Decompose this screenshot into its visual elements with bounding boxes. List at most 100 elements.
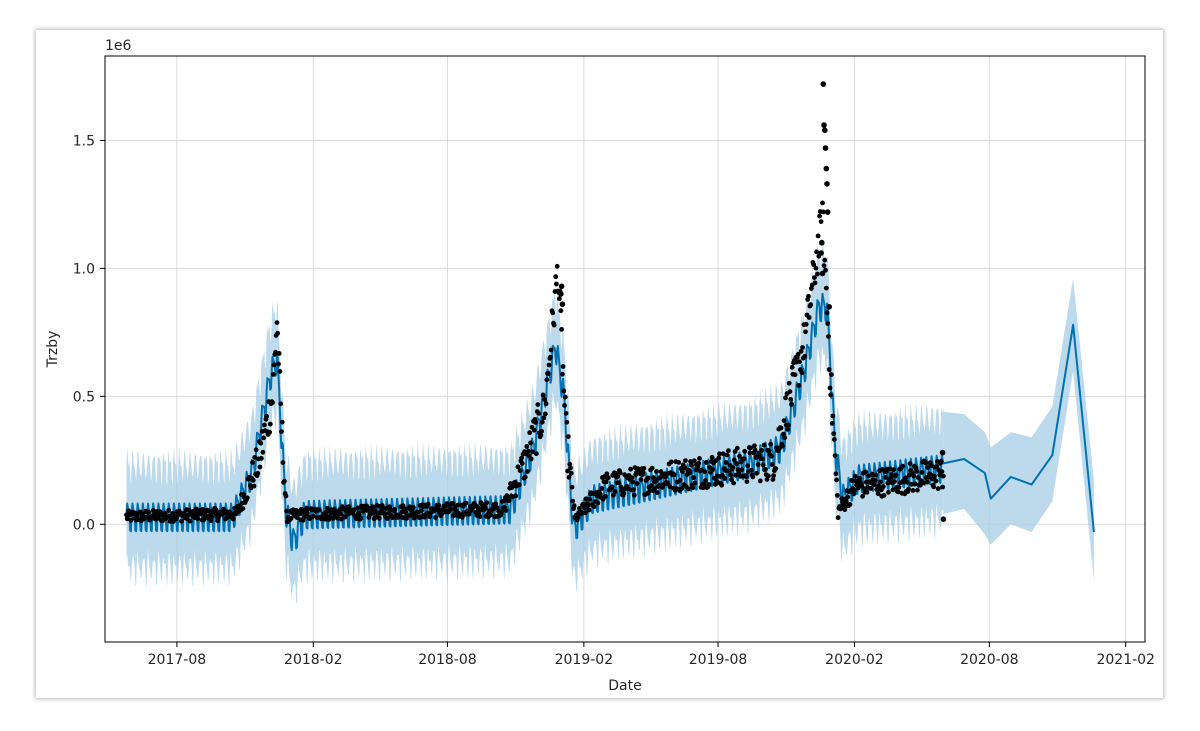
actual-point [261,435,266,441]
actual-point [587,496,593,502]
actual-point [536,411,541,416]
actual-point [780,443,785,449]
actual-point [734,445,740,451]
actual-point [824,209,831,215]
actual-point [548,354,553,360]
actual-point [887,466,893,472]
actual-point [539,428,544,434]
actual-point [616,480,622,486]
actual-point [838,505,844,511]
actual-point [558,291,564,297]
actual-point [888,475,894,481]
actual-point [795,352,801,357]
actual-point [338,511,344,517]
plot-area-border [104,55,1146,643]
y-tick-label: 1.5 [73,133,95,149]
actual-point [351,507,357,513]
actual-point [745,463,751,469]
actual-point [889,472,894,477]
actual-point [688,459,693,464]
actual-point [940,516,947,522]
actual-point [305,511,310,516]
actual-point [743,474,749,480]
actual-point [748,445,753,451]
actual-point [845,494,851,500]
actual-point [723,460,729,465]
actual-point [544,377,550,383]
actual-point [929,463,934,469]
actual-point [533,420,539,425]
y-tick-label: 0.0 [73,517,95,533]
actual-point [575,515,581,521]
actual-point [250,460,255,465]
actual-point [542,411,548,417]
actual-point [686,486,691,492]
actual-point [513,493,519,499]
actual-point [749,467,754,473]
actual-point [264,413,269,419]
uncertainty-band-forecast [943,278,1094,581]
actual-point [754,470,759,476]
actual-point [812,280,818,286]
actual-point [697,456,702,461]
actual-point [668,459,674,465]
actual-point [562,394,568,400]
actual-point [605,475,611,481]
actual-point [932,474,937,479]
actual-point [557,296,562,302]
actual-point [789,402,794,407]
actual-point [585,501,591,507]
x-axis-label: Date [608,678,641,694]
actual-point [755,462,761,467]
actual-point [595,500,601,506]
actual-point [527,430,533,436]
actual-point [814,249,819,255]
forecast-chart: 2017-08 2018-02 2018-08 2019-02 2019-08 2020-… [45,38,1155,694]
actual-point [541,415,547,421]
actual-point [832,453,838,458]
actual-point [847,502,853,507]
actual-point [612,489,618,495]
actual-point [710,467,716,472]
actual-point [696,460,702,466]
actual-point [528,440,533,446]
actual-point [530,449,536,455]
actual-point [571,503,577,509]
actual-point [267,429,272,435]
actual-point [278,401,284,407]
actual-point [560,364,566,369]
actual-point [878,479,883,485]
actual-point [427,514,433,520]
actual-point [591,504,597,510]
actual-point [935,486,941,492]
actual-point [538,432,544,438]
actual-point [782,435,788,441]
actual-point [310,513,316,519]
actual-point [842,507,848,513]
forecast-line [125,292,1095,552]
actual-point [448,507,453,512]
actual-point [550,310,556,316]
actual-point [914,468,920,474]
actual-point [812,275,817,280]
actual-point [904,479,910,485]
actual-point [709,454,715,460]
actual-point [629,475,635,481]
actual-point [519,461,525,466]
actual-point [811,262,817,268]
actual-point [564,419,570,425]
actual-point [482,505,488,511]
actual-point [484,500,490,506]
actual-point [618,484,624,490]
actual-point [179,518,184,524]
actual-point [534,451,539,457]
actual-point [302,514,307,520]
actual-point [676,460,682,465]
actual-point [436,502,441,508]
y-axis-label: Trzby [45,331,61,369]
actual-point [735,467,741,473]
actual-point [558,308,564,314]
actual-point [559,327,564,332]
actual-point [376,515,382,521]
actual-point [827,385,833,391]
